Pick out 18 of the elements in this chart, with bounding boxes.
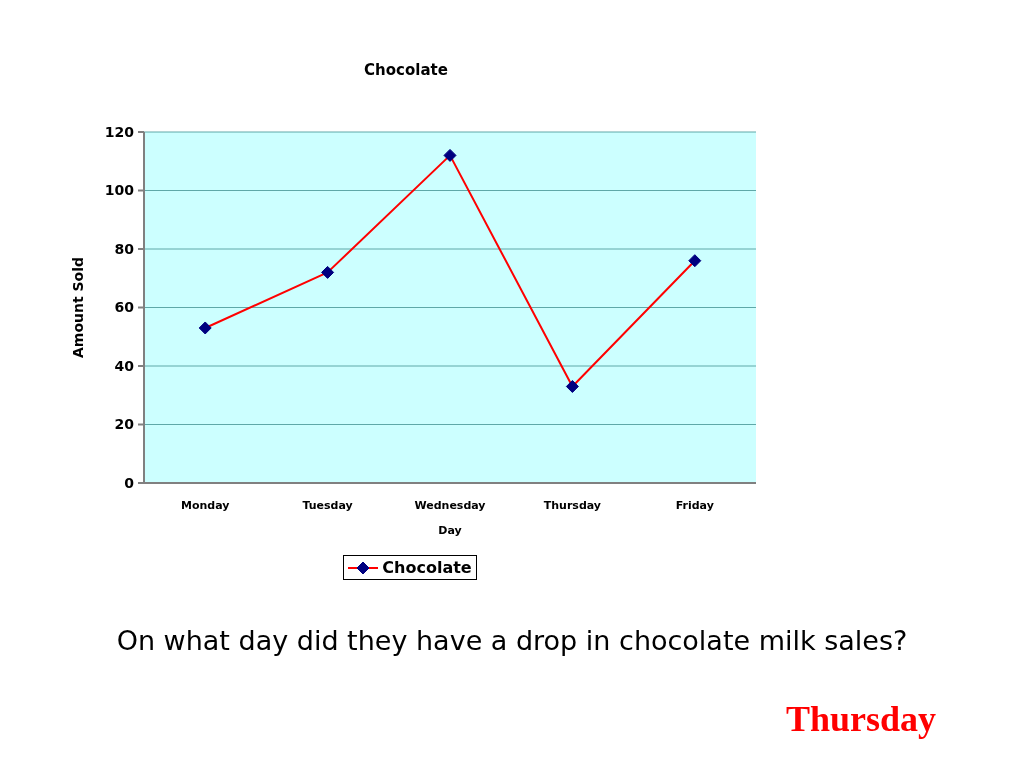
x-tick-label: Tuesday — [302, 498, 353, 512]
y-tick-label: 80 — [114, 240, 135, 257]
x-tick-label: Friday — [675, 498, 714, 512]
chart-title: Chocolate — [363, 61, 449, 79]
y-tick-label: 0 — [124, 474, 135, 491]
legend-label: Chocolate — [382, 558, 472, 577]
x-tick-label: Thursday — [543, 498, 602, 512]
text: Thursday — [785, 698, 936, 740]
x-tick-label: Wednesday — [414, 498, 486, 512]
y-tick-label: 100 — [104, 182, 135, 199]
y-axis-title: Amount Sold — [70, 256, 86, 359]
y-tick-label: 40 — [114, 357, 135, 374]
y-tick-label: 60 — [114, 299, 135, 316]
y-tick-label: 120 — [104, 123, 135, 140]
y-tick-label: 20 — [114, 416, 135, 433]
x-tick-label: Monday — [180, 498, 230, 512]
text: On what day did they have a drop in chocolate milk sales? — [115, 625, 909, 656]
x-axis-title: Day — [438, 524, 462, 537]
